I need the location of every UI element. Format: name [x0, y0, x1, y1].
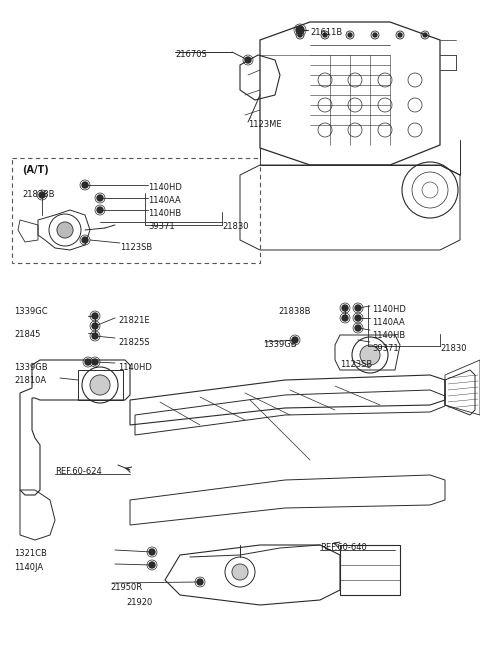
Text: 21611B: 21611B — [310, 28, 342, 37]
Text: 21845: 21845 — [14, 330, 40, 339]
Bar — [12, 158, 260, 263]
Circle shape — [355, 325, 361, 331]
Text: 1140AA: 1140AA — [148, 196, 181, 205]
Text: 39371: 39371 — [148, 222, 175, 231]
Text: 1140HD: 1140HD — [118, 363, 152, 372]
Circle shape — [423, 33, 427, 37]
Text: 21830: 21830 — [222, 222, 249, 231]
Circle shape — [82, 237, 88, 243]
Text: 21825S: 21825S — [118, 338, 150, 347]
Circle shape — [149, 562, 155, 568]
Circle shape — [82, 182, 88, 188]
Text: 1140HD: 1140HD — [148, 183, 182, 192]
Text: 1123SB: 1123SB — [340, 360, 372, 369]
Text: 1321CB: 1321CB — [14, 549, 47, 558]
Text: 21950R: 21950R — [110, 583, 142, 592]
Circle shape — [90, 375, 110, 395]
Circle shape — [57, 222, 73, 238]
Circle shape — [296, 26, 304, 34]
Text: 1140JA: 1140JA — [14, 563, 43, 572]
Circle shape — [373, 33, 377, 37]
Text: REF.60-624: REF.60-624 — [55, 467, 102, 476]
Circle shape — [292, 337, 298, 343]
Text: (A/T): (A/T) — [22, 165, 49, 175]
Text: 1339GB: 1339GB — [263, 340, 297, 349]
Text: 21830: 21830 — [440, 344, 467, 353]
Text: 1140HB: 1140HB — [372, 331, 405, 340]
Circle shape — [398, 33, 402, 37]
Circle shape — [348, 33, 352, 37]
Circle shape — [323, 33, 327, 37]
Circle shape — [92, 323, 98, 329]
Circle shape — [85, 359, 91, 365]
Text: 1123ME: 1123ME — [248, 120, 282, 129]
Text: 1339GC: 1339GC — [14, 307, 48, 316]
Text: 39371: 39371 — [372, 344, 398, 353]
Circle shape — [149, 549, 155, 555]
Bar — [340, 545, 400, 595]
Circle shape — [197, 579, 203, 585]
Text: REF.60-640: REF.60-640 — [320, 543, 367, 552]
Text: 1140AA: 1140AA — [372, 318, 405, 327]
Circle shape — [97, 195, 103, 201]
Circle shape — [342, 305, 348, 311]
Circle shape — [355, 305, 361, 311]
Text: 1140HB: 1140HB — [148, 209, 181, 218]
Circle shape — [92, 313, 98, 319]
Circle shape — [355, 315, 361, 321]
Text: 1123SB: 1123SB — [120, 243, 152, 252]
Circle shape — [97, 207, 103, 213]
Text: 1140HD: 1140HD — [372, 305, 406, 314]
Text: 21838B: 21838B — [278, 307, 311, 316]
Circle shape — [360, 345, 380, 365]
Text: 21670S: 21670S — [175, 50, 207, 59]
Circle shape — [342, 315, 348, 321]
Text: 1339GB: 1339GB — [14, 363, 48, 372]
Circle shape — [39, 192, 45, 198]
Text: 21810A: 21810A — [14, 376, 46, 385]
Circle shape — [92, 359, 98, 365]
Text: 21920: 21920 — [126, 598, 152, 607]
Circle shape — [245, 57, 251, 63]
Bar — [78, 370, 123, 400]
Text: 21838B: 21838B — [22, 190, 55, 199]
Circle shape — [232, 564, 248, 580]
Circle shape — [92, 333, 98, 339]
Text: 21821E: 21821E — [118, 316, 150, 325]
Circle shape — [298, 33, 302, 37]
